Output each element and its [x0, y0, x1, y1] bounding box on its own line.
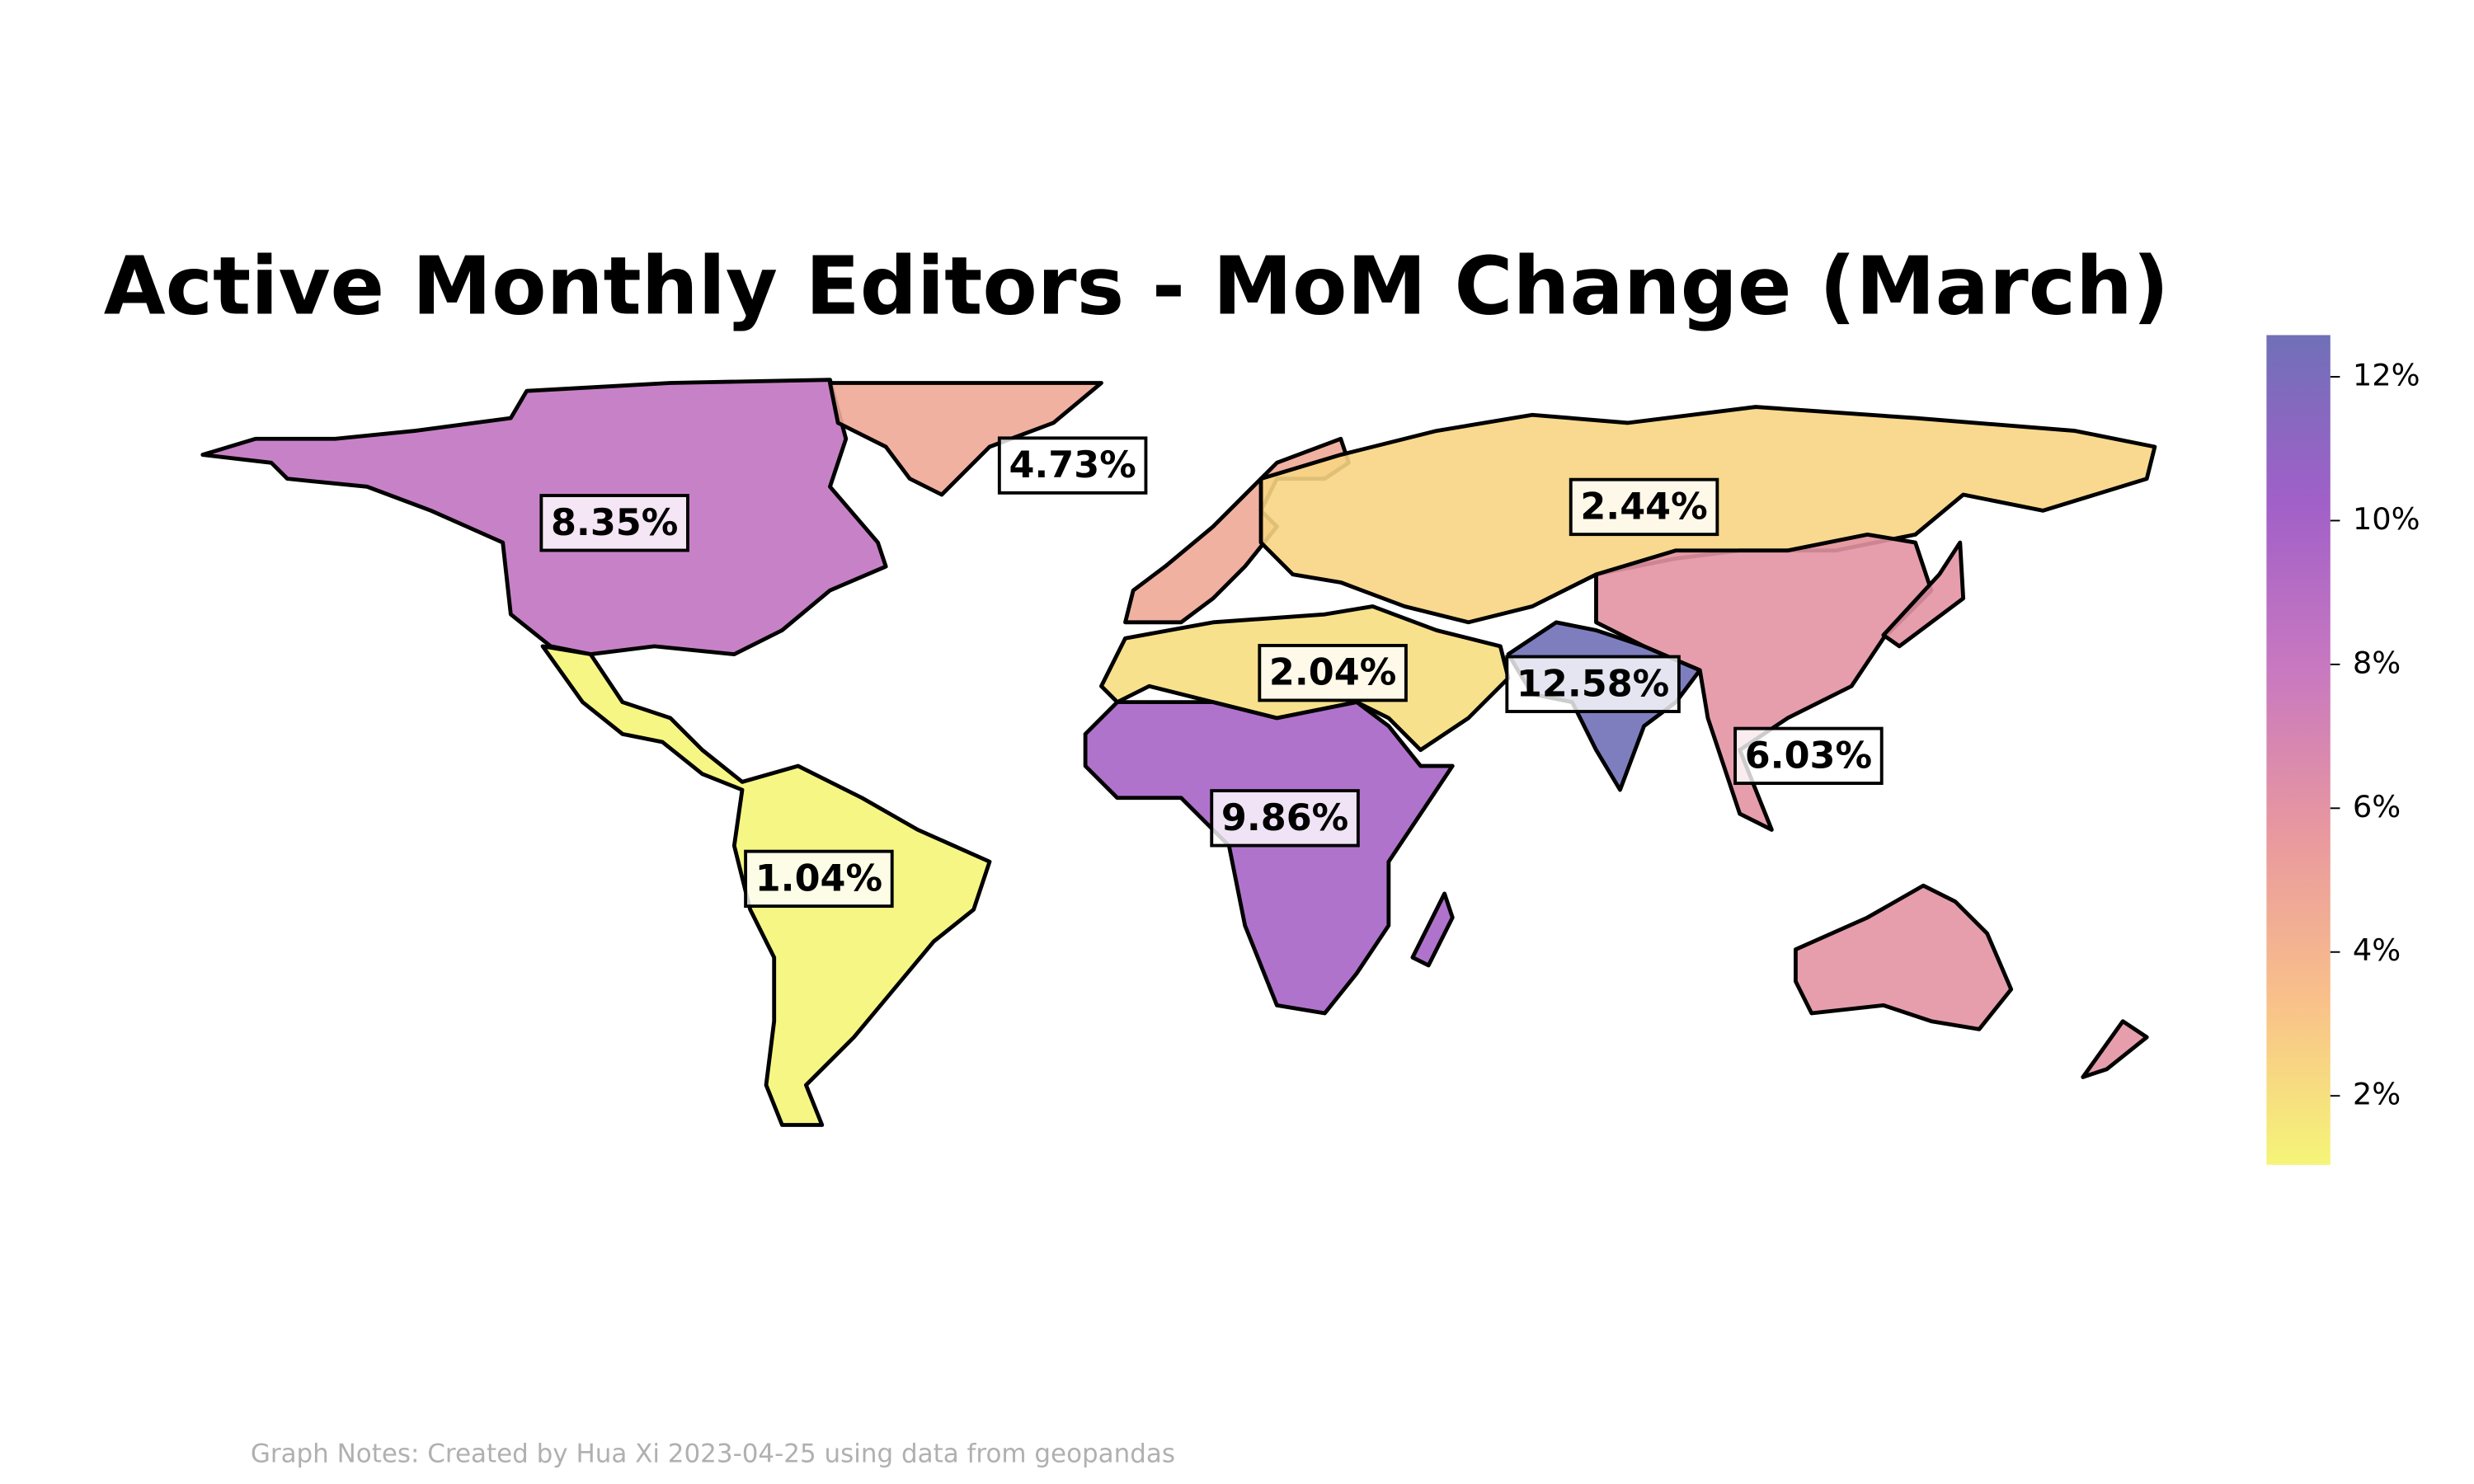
value-label: 1.04% [755, 857, 882, 899]
value-label-group: 2.04% [1258, 644, 1408, 702]
value-label-box [1505, 655, 1681, 713]
region [2081, 1019, 2149, 1079]
region [1594, 532, 1934, 832]
value-label-box [744, 849, 894, 909]
colorbar [2266, 335, 2331, 1165]
colorbar-tick-label: 10% [2353, 501, 2420, 537]
region [1083, 700, 1455, 1016]
value-label-box [1210, 789, 1360, 848]
colorbar-tick-label: 2% [2353, 1077, 2401, 1112]
value-label-group: 8.35% [539, 494, 689, 552]
value-label: 9.86% [1221, 797, 1348, 839]
value-label: 12.58% [1517, 663, 1669, 705]
value-label-group: 2.44% [1569, 477, 1719, 537]
value-label-group: 6.03% [1733, 726, 1884, 786]
value-label-box [997, 436, 1148, 495]
region [1881, 540, 1966, 649]
value-label-box [1733, 726, 1884, 786]
colorbar-tick-label: 6% [2353, 789, 2401, 824]
value-label-group: 4.73% [997, 436, 1148, 495]
region [828, 381, 1103, 497]
value-label: 6.03% [1745, 735, 1872, 777]
value-label-group: 1.04% [744, 849, 894, 909]
value-label: 8.35% [551, 502, 678, 544]
region [1794, 883, 2014, 1031]
colorbar-tick-label: 8% [2353, 645, 2401, 680]
value-label-group: 9.86% [1210, 789, 1360, 848]
value-label: 2.04% [1269, 652, 1396, 694]
value-label: 2.44% [1580, 486, 1707, 528]
value-label-box [1569, 477, 1719, 537]
colorbar-tick-label: 4% [2353, 932, 2401, 968]
value-label-box [1258, 644, 1408, 702]
region [1410, 891, 1455, 968]
value-label-group: 12.58% [1505, 655, 1681, 713]
graph-note: Graph Notes: Created by Hua Xi 2023-04-2… [251, 1439, 1175, 1469]
chart-title: Active Monthly Editors - MoM Change (Mar… [104, 240, 2169, 333]
colorbar-tick-label: 12% [2353, 358, 2420, 393]
value-label: 4.73% [1009, 444, 1136, 486]
value-label-box [539, 494, 689, 552]
